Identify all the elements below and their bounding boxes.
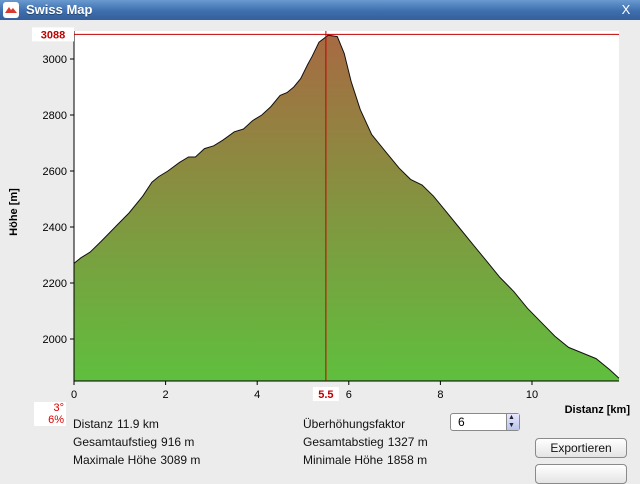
y-tick-label: 2400	[43, 222, 67, 234]
factor-label: Überhöhungsfaktor	[303, 417, 406, 431]
ascent-stat: Gesamtaufstieg 916 m	[73, 435, 194, 449]
title-bar: Swiss Map X	[0, 0, 640, 20]
secondary-button[interactable]	[535, 464, 627, 484]
x-tick-label: 4	[254, 389, 260, 401]
min-height-label: Minimale Höhe	[303, 453, 384, 467]
marker-y-readout: 3088	[41, 29, 65, 41]
ascent-label: Gesamtaufstieg	[73, 435, 158, 449]
max-height-value: 3089 m	[160, 453, 201, 467]
spinner-arrows[interactable]: ▲ ▼	[506, 414, 519, 430]
min-height-value: 1858 m	[387, 453, 428, 467]
slope-percent: 6%	[48, 414, 64, 426]
elevation-profile-line	[73, 34, 620, 379]
y-tick-label: 2600	[43, 166, 67, 178]
max-height-stat: Maximale Höhe 3089 m	[73, 453, 200, 467]
y-tick-label: 2800	[43, 110, 67, 122]
y-tick-label: 2200	[43, 278, 67, 290]
marker-x-readout: 5.5	[318, 389, 333, 401]
x-axis-label: Distanz [km]	[565, 404, 631, 416]
marker-y-readout-bg	[32, 27, 74, 42]
x-tick-label: 8	[437, 389, 443, 401]
x-tick-label: 0	[71, 389, 77, 401]
app-logo-icon	[3, 2, 19, 18]
descent-value: 1327 m	[387, 435, 428, 449]
x-tick-label: 10	[526, 389, 538, 401]
slope-indicator: 3° 6%	[34, 402, 66, 426]
x-tick-label: 6	[346, 389, 352, 401]
distance-stat: Distanz 11.9 km	[73, 417, 159, 431]
close-button[interactable]: X	[621, 2, 631, 17]
spinner-down-icon[interactable]: ▼	[508, 422, 515, 429]
min-height-stat: Minimale Höhe 1858 m	[303, 453, 427, 467]
y-axis-label: Höhe [m]	[8, 188, 20, 236]
factor-spinner[interactable]: 6 ▲ ▼	[450, 413, 520, 431]
max-height-label: Maximale Höhe	[73, 453, 157, 467]
elevation-area	[74, 35, 619, 381]
x-tick-label: 2	[163, 389, 169, 401]
descent-label: Gesamtabstieg	[303, 435, 384, 449]
y-tick-label: 3000	[43, 54, 67, 66]
spinner-up-icon[interactable]: ▲	[508, 414, 515, 421]
window-title: Swiss Map	[26, 2, 93, 17]
export-button[interactable]: Exportieren	[535, 438, 627, 458]
descent-stat: Gesamtabstieg 1327 m	[303, 435, 428, 449]
slope-angle: 3°	[53, 402, 64, 414]
marker-x-readout-bg	[312, 387, 339, 401]
factor-value: 6	[458, 415, 465, 429]
y-tick-label: 2000	[43, 334, 67, 346]
ascent-value: 916 m	[161, 435, 195, 449]
elevation-chart[interactable]: 2000 2200 2400 2600 2800 3000 0 2 4 6 8 10 3088 5.5…	[0, 20, 640, 420]
distance-value: 11.9 km	[117, 417, 159, 431]
distance-label: Distanz	[73, 417, 114, 431]
